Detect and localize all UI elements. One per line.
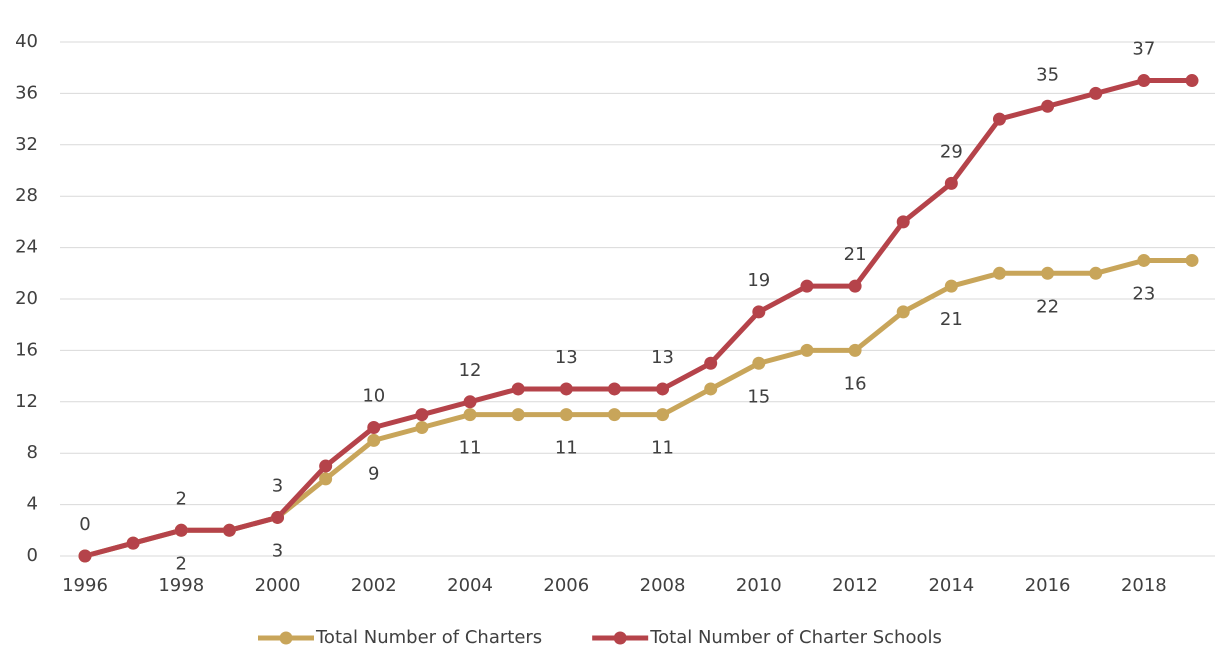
y-tick-label: 24 bbox=[15, 237, 38, 258]
point bbox=[848, 343, 862, 357]
data-label: 22 bbox=[1036, 296, 1059, 317]
point bbox=[896, 215, 910, 229]
x-tick-label: 2002 bbox=[351, 575, 397, 596]
point bbox=[704, 382, 718, 396]
series-line bbox=[84, 257, 1192, 559]
point bbox=[174, 523, 188, 537]
point bbox=[415, 408, 429, 422]
point bbox=[800, 343, 814, 357]
series-line bbox=[84, 78, 1192, 559]
data-label: 9 bbox=[368, 463, 379, 484]
y-tick-label: 8 bbox=[27, 442, 38, 463]
y-tick-label: 12 bbox=[15, 391, 38, 412]
point bbox=[222, 523, 236, 537]
x-tick-label: 2008 bbox=[640, 575, 686, 596]
y-tick-label: 20 bbox=[15, 288, 38, 309]
x-tick-label: 2004 bbox=[447, 575, 493, 596]
data-label: 0 bbox=[79, 514, 90, 535]
point bbox=[992, 266, 1006, 280]
data-label: 37 bbox=[1132, 39, 1155, 60]
data-label: 23 bbox=[1132, 283, 1155, 304]
point bbox=[704, 356, 718, 370]
y-tick-label: 4 bbox=[27, 494, 38, 515]
legend-label: Total Number of Charter Schools bbox=[649, 627, 942, 648]
x-tick-label: 2006 bbox=[543, 575, 589, 596]
data-label: 15 bbox=[747, 386, 770, 407]
point bbox=[1137, 253, 1151, 267]
point bbox=[1089, 266, 1103, 280]
data-label: 12 bbox=[459, 360, 482, 381]
point bbox=[1041, 99, 1055, 113]
data-label: 11 bbox=[459, 438, 482, 459]
point bbox=[1185, 253, 1199, 267]
data-label: 11 bbox=[555, 438, 578, 459]
point bbox=[126, 536, 140, 550]
data-label: 2 bbox=[176, 488, 187, 509]
point bbox=[78, 549, 92, 563]
x-tick-label: 2018 bbox=[1121, 575, 1167, 596]
data-label: 3 bbox=[272, 540, 283, 561]
data-label: 10 bbox=[362, 386, 385, 407]
point bbox=[319, 472, 333, 486]
x-tick-label: 1998 bbox=[158, 575, 204, 596]
point bbox=[752, 356, 766, 370]
point bbox=[656, 408, 670, 422]
point bbox=[415, 421, 429, 434]
y-tick-label: 28 bbox=[15, 185, 38, 206]
x-tick-label: 2014 bbox=[928, 575, 974, 596]
y-tick-label: 40 bbox=[15, 31, 38, 52]
y-tick-label: 16 bbox=[15, 339, 38, 360]
x-tick-label: 2000 bbox=[255, 575, 301, 596]
legend-label: Total Number of Charters bbox=[315, 627, 542, 648]
data-label: 13 bbox=[555, 347, 578, 368]
point bbox=[944, 176, 958, 190]
point bbox=[559, 382, 573, 396]
point bbox=[992, 112, 1006, 126]
data-label: 13 bbox=[651, 347, 674, 368]
point bbox=[1185, 74, 1199, 88]
point bbox=[607, 382, 621, 396]
legend-marker bbox=[279, 631, 293, 645]
x-tick-label: 2012 bbox=[832, 575, 878, 596]
data-label: 16 bbox=[844, 373, 867, 394]
point bbox=[511, 408, 525, 422]
point bbox=[848, 279, 862, 293]
point bbox=[559, 408, 573, 422]
point bbox=[511, 382, 525, 396]
point bbox=[367, 433, 381, 447]
point bbox=[367, 421, 381, 434]
data-label: 11 bbox=[651, 438, 674, 459]
point bbox=[271, 510, 285, 524]
y-tick-label: 36 bbox=[15, 82, 38, 103]
data-label: 21 bbox=[844, 244, 867, 265]
legend-marker bbox=[613, 631, 627, 645]
y-tick-label: 0 bbox=[27, 545, 38, 566]
point bbox=[1041, 266, 1055, 280]
data-label: 3 bbox=[272, 475, 283, 496]
point bbox=[800, 279, 814, 293]
y-tick-label: 32 bbox=[15, 134, 38, 155]
point bbox=[319, 459, 333, 473]
x-tick-label: 1996 bbox=[62, 575, 108, 596]
point bbox=[1137, 74, 1151, 88]
data-label: 2 bbox=[176, 553, 187, 574]
point bbox=[1089, 86, 1103, 100]
point bbox=[944, 279, 958, 293]
data-label: 29 bbox=[940, 141, 963, 162]
x-tick-label: 2010 bbox=[736, 575, 782, 596]
point bbox=[752, 305, 766, 319]
point bbox=[463, 395, 477, 409]
data-label: 35 bbox=[1036, 64, 1059, 85]
data-label: 19 bbox=[747, 270, 770, 291]
point bbox=[463, 408, 477, 422]
point bbox=[607, 408, 621, 422]
point bbox=[656, 382, 670, 396]
x-tick-label: 2016 bbox=[1025, 575, 1071, 596]
data-label: 21 bbox=[940, 309, 963, 330]
point bbox=[896, 305, 910, 319]
